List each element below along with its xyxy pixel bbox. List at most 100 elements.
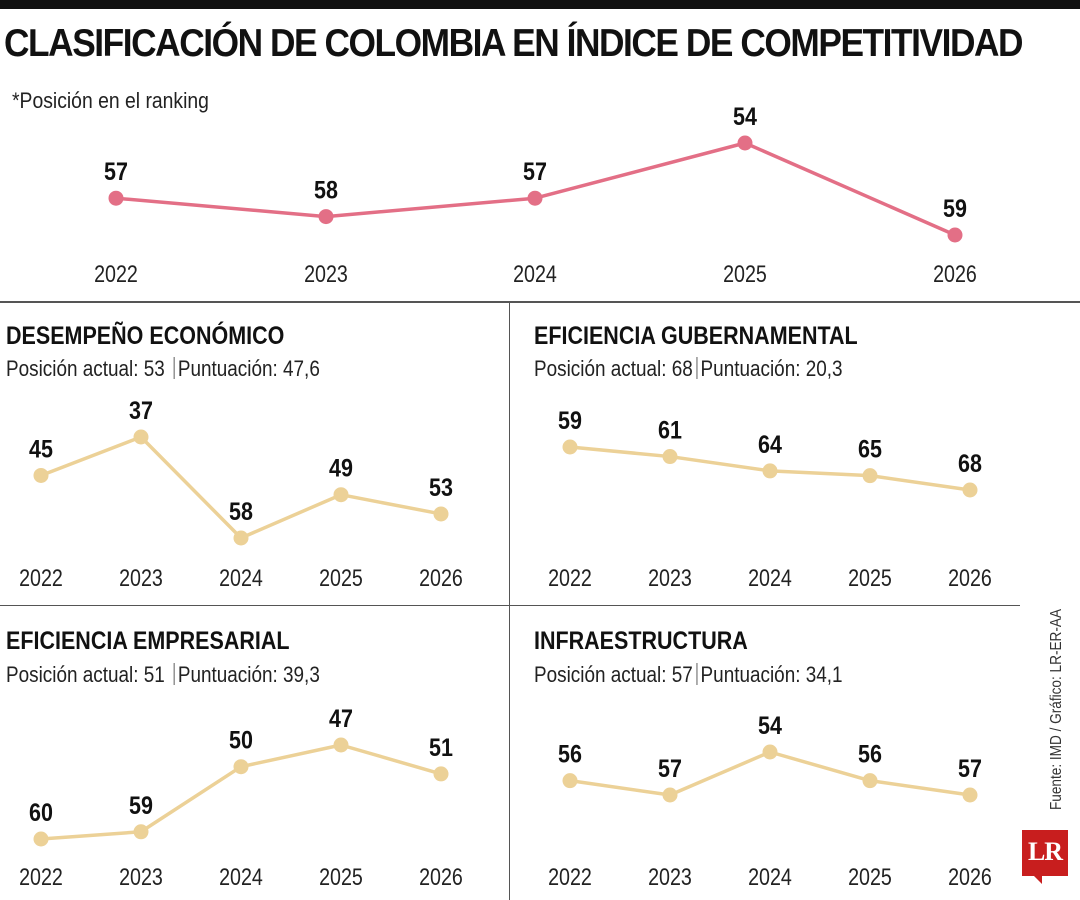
data-label-general-2026: 59 xyxy=(943,194,967,222)
data-label-gubernamental-2026: 68 xyxy=(958,449,982,477)
panel-sub-infraestructura: Posición actual: 57 Puntuación: 34,1 xyxy=(534,662,843,688)
data-point-empresarial-2025 xyxy=(333,737,349,753)
data-label-infraestructura-2026: 57 xyxy=(958,754,982,782)
position-gubernamental: Posición actual: 68 xyxy=(534,356,693,381)
data-point-infraestructura-2023 xyxy=(662,787,678,803)
data-label-desempeno-2024: 58 xyxy=(229,497,253,525)
data-label-desempeno-2023: 37 xyxy=(129,396,153,424)
data-label-gubernamental-2022: 59 xyxy=(558,406,582,434)
data-label-general-2023: 58 xyxy=(314,176,338,204)
top-bar xyxy=(0,0,1080,9)
data-point-general-2022 xyxy=(108,190,124,206)
data-point-empresarial-2023 xyxy=(133,824,149,840)
x-tick-label-infraestructura-2026: 2026 xyxy=(948,863,992,890)
separator xyxy=(696,663,698,685)
data-point-gubernamental-2025 xyxy=(862,468,878,484)
x-tick-label-infraestructura-2023: 2023 xyxy=(648,863,692,890)
panel-title-desempeno: DESEMPEÑO ECONÓMICO xyxy=(6,322,285,350)
position-desempeno: Posición actual: 53 xyxy=(6,356,165,381)
data-point-general-2025 xyxy=(737,135,753,151)
data-label-empresarial-2022: 60 xyxy=(29,798,53,826)
x-tick-label-empresarial-2024: 2024 xyxy=(219,863,263,890)
position-infraestructura: Posición actual: 57 xyxy=(534,662,693,687)
panel-title-empresarial: EFICIENCIA EMPRESARIAL xyxy=(6,627,290,655)
x-tick-label-desempeno-2024: 2024 xyxy=(219,564,263,591)
logo-box xyxy=(1022,830,1068,876)
data-point-infraestructura-2024 xyxy=(762,744,778,760)
panel-sub-desempeno: Posición actual: 53 Puntuación: 47,6 xyxy=(6,356,320,382)
x-tick-label-desempeno-2023: 2023 xyxy=(119,564,163,591)
data-point-empresarial-2022 xyxy=(33,831,49,847)
data-point-infraestructura-2026 xyxy=(962,787,978,803)
x-tick-label-desempeno-2022: 2022 xyxy=(19,564,63,591)
data-label-empresarial-2024: 50 xyxy=(229,726,253,754)
x-tick-label-general-2024: 2024 xyxy=(513,260,557,287)
x-tick-label-empresarial-2025: 2025 xyxy=(319,863,363,890)
data-label-infraestructura-2022: 56 xyxy=(558,740,582,768)
data-label-empresarial-2025: 47 xyxy=(329,704,353,732)
data-label-general-2024: 57 xyxy=(523,158,547,186)
logo-tail xyxy=(1032,874,1042,884)
x-tick-label-general-2025: 2025 xyxy=(723,260,767,287)
logo-text: LR xyxy=(1027,837,1063,866)
panel-title-gubernamental: EFICIENCIA GUBERNAMENTAL xyxy=(534,322,858,350)
lr-logo: LR xyxy=(1022,830,1070,884)
divider-vertical xyxy=(509,302,510,900)
data-label-empresarial-2023: 59 xyxy=(129,791,153,819)
data-label-general-2022: 57 xyxy=(104,158,128,186)
data-point-general-2024 xyxy=(527,190,543,206)
data-point-infraestructura-2025 xyxy=(862,773,878,789)
data-label-infraestructura-2024: 54 xyxy=(758,711,782,739)
data-point-desempeno-2022 xyxy=(33,467,49,483)
x-tick-label-gubernamental-2022: 2022 xyxy=(548,564,592,591)
data-point-empresarial-2024 xyxy=(233,759,249,775)
data-label-general-2025: 54 xyxy=(733,102,757,130)
data-label-gubernamental-2025: 65 xyxy=(858,435,882,463)
x-tick-label-infraestructura-2022: 2022 xyxy=(548,863,592,890)
data-point-general-2026 xyxy=(947,227,963,243)
data-point-general-2023 xyxy=(318,209,334,225)
score-empresarial: Puntuación: 39,3 xyxy=(177,662,320,687)
data-point-desempeno-2025 xyxy=(333,487,349,503)
chart-title: CLASIFICACIÓN DE COLOMBIA EN ÍNDICE DE C… xyxy=(4,22,1024,65)
divider-top xyxy=(0,301,1080,303)
x-tick-label-gubernamental-2026: 2026 xyxy=(948,564,992,591)
separator xyxy=(696,357,698,379)
separator xyxy=(173,357,175,379)
x-tick-label-infraestructura-2025: 2025 xyxy=(848,863,892,890)
data-point-gubernamental-2022 xyxy=(562,439,578,455)
data-label-desempeno-2025: 49 xyxy=(329,454,353,482)
x-tick-label-general-2022: 2022 xyxy=(94,260,138,287)
data-point-desempeno-2023 xyxy=(133,429,149,445)
x-tick-label-gubernamental-2023: 2023 xyxy=(648,564,692,591)
x-tick-label-infraestructura-2024: 2024 xyxy=(748,863,792,890)
x-tick-label-desempeno-2025: 2025 xyxy=(319,564,363,591)
data-point-desempeno-2026 xyxy=(433,506,449,522)
panel-title-infraestructura: INFRAESTRUCTURA xyxy=(534,627,748,655)
x-tick-label-gubernamental-2024: 2024 xyxy=(748,564,792,591)
source-text: Fuente: IMD / Gráfico: LR-ER-AA xyxy=(1048,608,1065,810)
data-point-gubernamental-2023 xyxy=(662,449,678,465)
x-tick-label-empresarial-2022: 2022 xyxy=(19,863,63,890)
data-point-infraestructura-2022 xyxy=(562,773,578,789)
separator xyxy=(173,663,175,685)
score-desempeno: Puntuación: 47,6 xyxy=(177,356,320,381)
x-tick-label-gubernamental-2025: 2025 xyxy=(848,564,892,591)
source-credit: Fuente: IMD / Gráfico: LR-ER-AA xyxy=(1048,582,1078,812)
score-gubernamental: Puntuación: 20,3 xyxy=(700,356,843,381)
data-label-desempeno-2022: 45 xyxy=(29,435,53,463)
score-infraestructura: Puntuación: 34,1 xyxy=(700,662,843,687)
data-label-gubernamental-2023: 61 xyxy=(658,416,682,444)
panel-sub-empresarial: Posición actual: 51 Puntuación: 39,3 xyxy=(6,662,320,688)
divider-middle xyxy=(0,605,1020,606)
panel-sub-gubernamental: Posición actual: 68 Puntuación: 20,3 xyxy=(534,356,843,382)
data-point-desempeno-2024 xyxy=(233,530,249,546)
data-label-infraestructura-2025: 56 xyxy=(858,740,882,768)
data-label-desempeno-2026: 53 xyxy=(429,473,453,501)
x-tick-label-empresarial-2023: 2023 xyxy=(119,863,163,890)
data-label-infraestructura-2023: 57 xyxy=(658,754,682,782)
data-point-gubernamental-2026 xyxy=(962,482,978,498)
series-line-empresarial xyxy=(40,743,442,841)
data-label-gubernamental-2024: 64 xyxy=(758,430,782,458)
